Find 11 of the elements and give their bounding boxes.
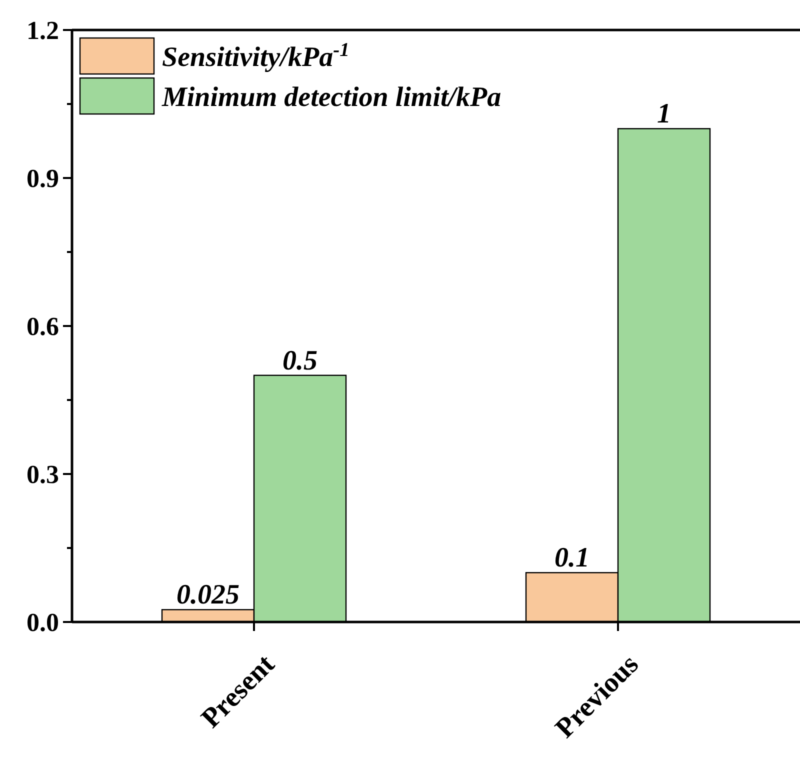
y-tick-label: 0.6 — [26, 312, 59, 342]
y-tick-label: 0.0 — [26, 608, 59, 638]
y-tick-label: 0.9 — [26, 164, 59, 194]
legend-label: Sensitivity/kPa$^{-1}$ — [162, 39, 350, 73]
data-label: 1 — [657, 98, 671, 130]
data-label: 0.5 — [282, 345, 318, 376]
data-label: 0.025 — [176, 580, 240, 611]
legend-label: Minimum detection limit/kPa — [161, 82, 502, 113]
y-tick-label: 0.3 — [26, 460, 59, 490]
data-label: 0.1 — [554, 542, 590, 574]
y-tick-label: 1.2 — [26, 16, 59, 46]
